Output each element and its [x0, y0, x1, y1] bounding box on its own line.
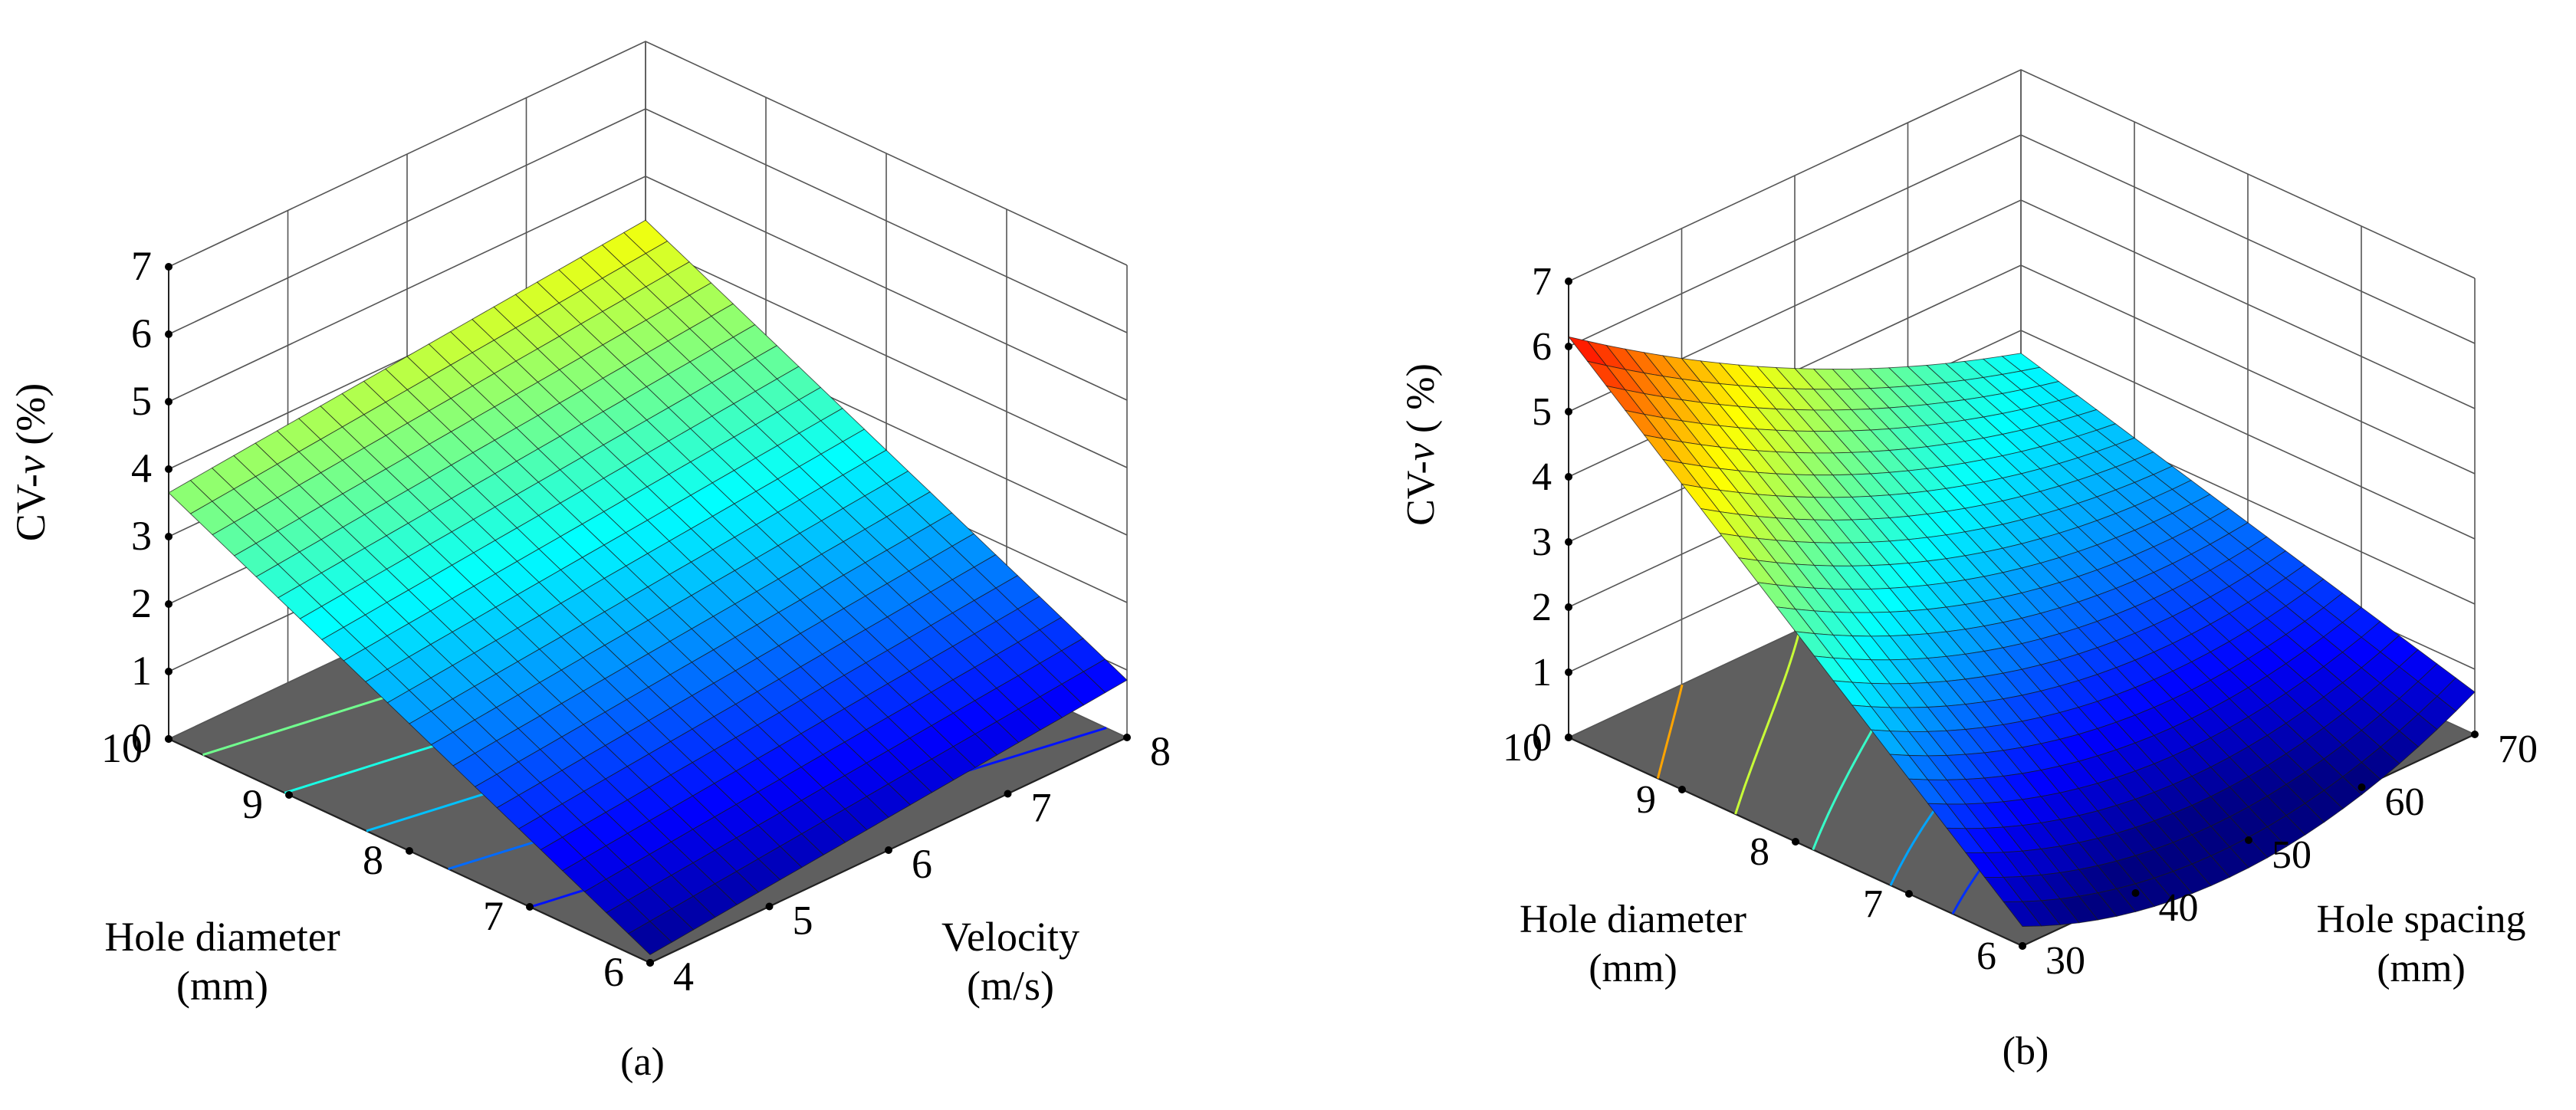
x-tick-dot: [285, 791, 293, 799]
x-tick-label: 8: [363, 837, 383, 883]
z-axis-label: CV-v ( %): [1399, 363, 1443, 526]
y-axis-label: Velocity: [941, 914, 1079, 960]
z-tick-dot: [165, 398, 172, 406]
floor-contour-line: [1656, 684, 1684, 779]
surface-patch: [627, 921, 673, 955]
z-tick-label: 1: [1532, 651, 1552, 695]
x-tick-label: 7: [483, 893, 504, 939]
z-tick-label: 5: [1532, 390, 1552, 434]
surface-patch: [2003, 901, 2042, 927]
surface-mesh: [168, 219, 1128, 955]
back-wall-gridline: [1568, 69, 2476, 282]
y-tick-label: 8: [1150, 728, 1171, 774]
z-tick-dot: [1565, 603, 1572, 611]
x-tick-label: 8: [1750, 830, 1769, 874]
floor-contour-line: [1734, 632, 1800, 815]
z-tick-dot: [165, 600, 172, 608]
z-tick-dot: [165, 330, 172, 338]
y-tick-dot: [646, 959, 654, 967]
y-tick-label: 60: [2385, 780, 2425, 824]
x-tick-dot: [165, 735, 172, 743]
surface-mesh: [1567, 336, 2476, 927]
z-tick-label: 2: [131, 580, 152, 626]
z-tick-dot: [1565, 473, 1572, 481]
y-tick-label: 70: [2498, 727, 2538, 771]
z-axis-label-unit: ( %): [1399, 363, 1443, 443]
x-tick-label: 6: [603, 949, 624, 995]
z-tick-dot: [1565, 408, 1572, 415]
x-tick-label: 10: [101, 725, 143, 771]
z-tick-dot: [165, 465, 172, 473]
z-tick-dot: [165, 668, 172, 675]
z-tick-label: 4: [131, 445, 152, 491]
y-axis-label: Hole spacing: [2317, 898, 2526, 941]
y-tick-label: 5: [793, 898, 813, 944]
z-tick-dot: [1565, 668, 1572, 676]
y-tick-dot: [885, 846, 892, 854]
z-tick-label: 5: [131, 378, 152, 424]
x-tick-label: 7: [1863, 882, 1883, 926]
z-tick-dot: [165, 263, 172, 271]
z-tick-label: 4: [1532, 455, 1552, 499]
z-tick-label: 1: [131, 648, 152, 694]
z-tick-label: 3: [1532, 521, 1552, 564]
y-tick-dot: [1123, 734, 1131, 741]
z-tick-label: 6: [1532, 325, 1552, 369]
z-tick-label: 0: [1532, 716, 1552, 760]
z-axis-label-unit: (%): [8, 383, 54, 455]
z-tick-label: 0: [131, 715, 152, 761]
z-axis-label-symbol: v: [1399, 442, 1443, 461]
x-tick-label: 10: [1503, 726, 1543, 770]
z-tick-label: 6: [131, 310, 152, 356]
x-axis-label: Hole diameter: [1520, 898, 1746, 941]
y-axis-label: (m/s): [967, 963, 1054, 1009]
caption-b: (b): [2003, 1030, 2049, 1073]
x-tick-dot: [1905, 890, 1913, 898]
z-axis-label-prefix: CV-: [8, 474, 54, 541]
y-tick-label: 50: [2272, 833, 2312, 877]
y-tick-label: 7: [1031, 785, 1052, 831]
y-tick-dot: [2358, 783, 2366, 791]
y-tick-label: 4: [673, 954, 694, 1000]
y-tick-dot: [1004, 790, 1012, 798]
z-tick-label: 7: [1532, 260, 1552, 304]
z-tick-dot: [1565, 278, 1572, 285]
x-axis-label: Hole diameter: [104, 914, 340, 960]
panel-a-surface-plot: 0 1 2 3 4 5 6 7 6 7 8 9 10 4 5 6 7 8 CV-v (%) Hole diameter…: [8, 41, 1171, 1009]
z-tick-dot: [1565, 538, 1572, 546]
y-tick-dot: [2245, 836, 2252, 844]
back-wall-gridline: [1568, 134, 2476, 347]
z-tick-label: 7: [131, 243, 152, 289]
y-tick-dot: [2131, 889, 2140, 897]
y-tick-dot: [2471, 731, 2479, 738]
caption-a: (a): [620, 1040, 665, 1084]
x-tick-dot: [406, 847, 413, 855]
y-tick-label: 6: [912, 841, 932, 887]
z-axis-label-symbol: v: [8, 455, 54, 474]
x-tick-dot: [1792, 838, 1799, 846]
z-tick-label: 2: [1532, 586, 1552, 629]
x-tick-dot: [1678, 786, 1686, 793]
panel-b-surface-plot: 0 1 2 3 4 5 6 7 6 7 8 9 10 30 40 50 60 70 CV-v ( %) Hole di…: [1399, 69, 2538, 990]
z-tick-dot: [1565, 343, 1572, 350]
x-tick-dot: [526, 903, 534, 911]
z-axis-label-prefix: CV-: [1399, 461, 1443, 526]
z-axis-label: CV-v (%): [8, 383, 54, 541]
y-axis-label: (mm): [2377, 947, 2466, 990]
z-tick-label: 3: [131, 513, 152, 559]
x-axis-label: (mm): [176, 963, 268, 1009]
x-axis-label: (mm): [1589, 947, 1677, 990]
x-tick-label: 9: [242, 781, 263, 827]
y-tick-dot: [765, 902, 774, 911]
x-tick-dot: [1565, 734, 1572, 741]
x-tick-label: 6: [1976, 934, 1996, 978]
y-tick-dot: [2019, 942, 2026, 950]
y-tick-label: 40: [2159, 886, 2199, 930]
y-tick-label: 30: [2045, 939, 2085, 983]
x-tick-label: 9: [1636, 778, 1656, 822]
z-tick-dot: [165, 533, 172, 540]
